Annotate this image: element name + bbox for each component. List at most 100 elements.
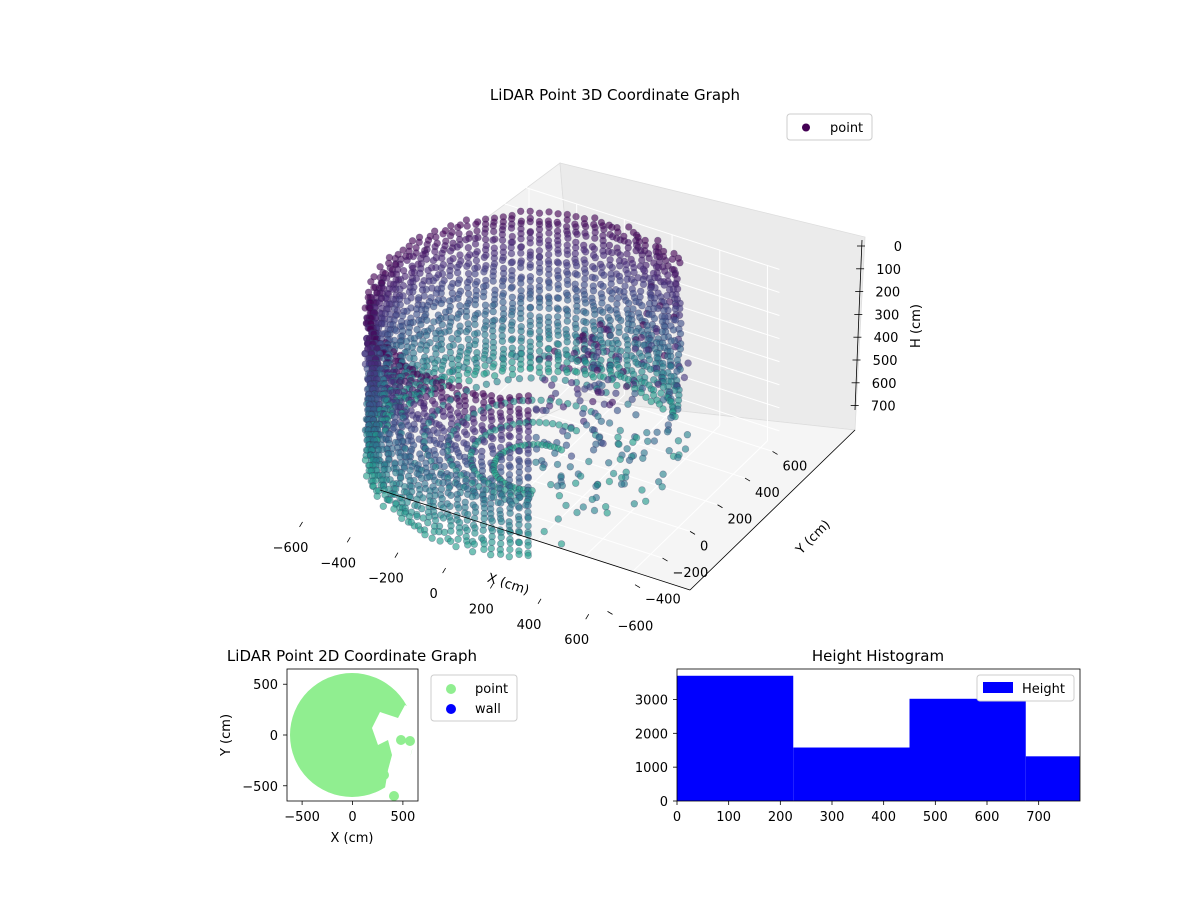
point-3d xyxy=(564,234,572,242)
point-3d xyxy=(559,403,568,411)
y-tick-label-3d: 0 xyxy=(700,539,708,554)
point-3d xyxy=(573,307,581,315)
point-3d xyxy=(526,254,534,262)
point-3d xyxy=(415,238,423,246)
z-axis-label-3d: H (cm) xyxy=(909,304,924,348)
point-3d xyxy=(535,356,544,365)
legend-2d-point-marker xyxy=(446,684,456,694)
point-3d xyxy=(535,268,544,276)
point-3d xyxy=(462,430,471,439)
point-3d xyxy=(624,400,632,408)
point-3d xyxy=(606,331,615,340)
point-3d xyxy=(425,277,433,285)
point-3d xyxy=(524,474,532,482)
y-tick-label-histogram: 0 xyxy=(660,795,668,810)
point-3d xyxy=(487,550,495,559)
point-3d xyxy=(650,437,659,445)
point-3d xyxy=(424,266,432,275)
y-tick-label-histogram: 2000 xyxy=(635,727,668,742)
point-3d xyxy=(470,330,479,338)
point-3d xyxy=(479,526,487,534)
point-3d xyxy=(506,509,514,517)
point-3d xyxy=(540,527,548,536)
point-3d xyxy=(553,482,562,490)
point-3d xyxy=(667,362,675,371)
point-3d xyxy=(573,287,581,295)
point-3d xyxy=(615,440,623,448)
point-3d xyxy=(591,274,599,282)
point-3d xyxy=(526,218,534,226)
point-3d xyxy=(615,328,623,337)
point-3d xyxy=(674,437,683,445)
point-3d xyxy=(545,208,553,216)
x-tick-label-histogram: 100 xyxy=(716,810,741,825)
chart-2d: LiDAR Point 2D Coordinate Graph −500 0 500… xyxy=(219,647,518,846)
point-3d xyxy=(424,518,432,527)
point-3d xyxy=(653,428,661,436)
z-tick-label-3d: 100 xyxy=(876,263,901,278)
point-3d xyxy=(545,244,553,252)
point-3d xyxy=(447,527,455,535)
point-3d xyxy=(562,501,570,510)
point-3d xyxy=(480,438,489,446)
point-3d xyxy=(542,406,550,415)
point-3d xyxy=(413,310,421,318)
point-3d xyxy=(508,370,517,379)
point-3d xyxy=(409,252,417,261)
point-3d xyxy=(453,269,462,277)
point-3d xyxy=(468,479,476,487)
point-3d xyxy=(657,389,665,397)
point-3d xyxy=(607,280,615,288)
point-3d xyxy=(591,264,599,273)
point-3d xyxy=(471,240,480,248)
point-3d xyxy=(471,270,479,278)
point-3d xyxy=(616,277,624,285)
chart-2d-title: LiDAR Point 2D Coordinate Graph xyxy=(227,647,477,665)
point-3d xyxy=(671,316,680,324)
x-tick-label-3d: −200 xyxy=(368,572,404,587)
point-3d xyxy=(563,358,571,367)
x-tick-mark-3d xyxy=(299,521,303,528)
legend-2d-point-label: point xyxy=(475,682,508,697)
point-3d xyxy=(489,236,497,244)
grid-line xyxy=(290,168,780,344)
point-3d xyxy=(383,274,391,282)
point-3d xyxy=(431,400,439,408)
point-3d xyxy=(630,278,639,287)
point-3d xyxy=(582,232,590,240)
point-3d xyxy=(616,426,624,435)
point-3d xyxy=(516,263,525,272)
point-3d xyxy=(507,284,515,292)
point-3d xyxy=(563,432,572,440)
point-3d xyxy=(659,383,668,391)
point-3d xyxy=(526,239,534,247)
point-3d xyxy=(669,326,678,334)
point-3d xyxy=(515,504,523,512)
point-3d xyxy=(398,514,406,523)
point-3d xyxy=(464,269,473,278)
point-3d xyxy=(582,421,591,429)
point-3d xyxy=(551,449,559,457)
point-3d xyxy=(498,282,507,290)
point-3d xyxy=(563,280,572,289)
point-3d xyxy=(506,433,514,441)
point-3d xyxy=(462,216,471,224)
point-3d xyxy=(667,337,675,345)
point-3d xyxy=(496,550,505,558)
point-3d xyxy=(408,237,417,245)
point-3d xyxy=(638,486,646,494)
point-3d xyxy=(515,520,523,529)
point-3d xyxy=(603,509,611,517)
point-3d xyxy=(563,250,572,259)
point-3d xyxy=(622,382,631,391)
point-3d xyxy=(617,480,626,488)
point-3d xyxy=(432,289,440,297)
point-3d xyxy=(410,354,418,363)
point-3d xyxy=(464,283,472,292)
legend-histogram: Height xyxy=(976,674,1075,702)
point-3d xyxy=(471,320,479,329)
point-3d xyxy=(524,465,532,473)
point-3d xyxy=(590,245,599,253)
point-3d xyxy=(630,500,638,508)
point-3d xyxy=(508,358,516,366)
